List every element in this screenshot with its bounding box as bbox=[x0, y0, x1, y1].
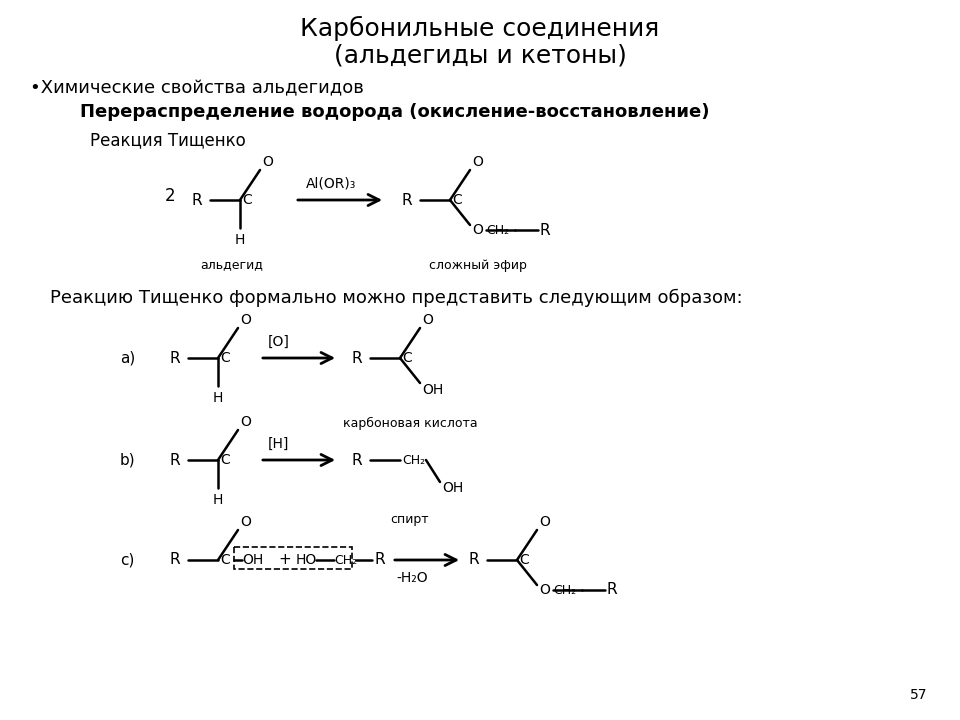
Text: H: H bbox=[213, 493, 223, 507]
Text: H: H bbox=[213, 391, 223, 405]
Text: 2: 2 bbox=[165, 187, 176, 205]
Text: O: O bbox=[472, 223, 483, 237]
Text: R: R bbox=[351, 351, 362, 366]
Text: карбоновая кислота: карбоновая кислота bbox=[343, 416, 477, 430]
Text: CH₂: CH₂ bbox=[553, 583, 576, 596]
Text: Реакцию Тищенко формально можно представить следующим образом:: Реакцию Тищенко формально можно представ… bbox=[50, 289, 743, 307]
Text: R: R bbox=[401, 192, 412, 207]
Text: c): c) bbox=[120, 552, 134, 567]
Text: [O]: [O] bbox=[268, 335, 290, 349]
Text: b): b) bbox=[120, 452, 135, 467]
Text: C: C bbox=[220, 453, 229, 467]
Text: C: C bbox=[220, 351, 229, 365]
Text: Перераспределение водорода (окисление-восстановление): Перераспределение водорода (окисление-во… bbox=[80, 103, 709, 121]
Text: R: R bbox=[170, 552, 180, 567]
Text: C: C bbox=[242, 193, 252, 207]
Text: OH: OH bbox=[422, 383, 444, 397]
Text: [H]: [H] bbox=[268, 437, 289, 451]
Text: O: O bbox=[240, 515, 251, 529]
Text: R: R bbox=[170, 452, 180, 467]
Text: O: O bbox=[240, 415, 251, 429]
Text: CH₂: CH₂ bbox=[402, 454, 425, 467]
Text: O: O bbox=[472, 155, 483, 169]
Text: Al(OR)₃: Al(OR)₃ bbox=[306, 176, 356, 190]
Text: R: R bbox=[607, 582, 617, 598]
Text: O: O bbox=[422, 313, 433, 327]
Text: •Химические свойства альдегидов: •Химические свойства альдегидов bbox=[30, 79, 364, 97]
Text: C: C bbox=[452, 193, 462, 207]
Text: +: + bbox=[278, 552, 291, 567]
Text: O: O bbox=[262, 155, 273, 169]
Bar bbox=[234, 547, 352, 569]
Text: OH: OH bbox=[242, 553, 263, 567]
Text: C: C bbox=[519, 553, 529, 567]
Text: R: R bbox=[374, 552, 385, 567]
Text: HO: HO bbox=[296, 553, 317, 567]
Text: O: O bbox=[539, 583, 550, 597]
Text: (альдегиды и кетоны): (альдегиды и кетоны) bbox=[333, 43, 627, 67]
Text: O: O bbox=[240, 313, 251, 327]
Text: сложный эфир: сложный эфир bbox=[429, 258, 527, 271]
Text: альдегид: альдегид bbox=[201, 258, 263, 271]
Text: Реакция Тищенко: Реакция Тищенко bbox=[90, 131, 246, 149]
Text: CH₂: CH₂ bbox=[486, 223, 509, 236]
Text: R: R bbox=[351, 452, 362, 467]
Text: R: R bbox=[170, 351, 180, 366]
Text: Карбонильные соединения: Карбонильные соединения bbox=[300, 15, 660, 40]
Text: спирт: спирт bbox=[390, 513, 428, 526]
Text: C: C bbox=[402, 351, 412, 365]
Text: OH: OH bbox=[442, 481, 464, 495]
Text: R: R bbox=[540, 222, 551, 238]
Text: O: O bbox=[539, 515, 550, 529]
Text: a): a) bbox=[120, 351, 135, 366]
Text: CH₂: CH₂ bbox=[334, 554, 357, 567]
Text: R: R bbox=[192, 192, 203, 207]
Text: R: R bbox=[468, 552, 479, 567]
Text: 57: 57 bbox=[910, 688, 927, 702]
Text: C: C bbox=[220, 553, 229, 567]
Text: H: H bbox=[235, 233, 245, 247]
Text: -H₂O: -H₂O bbox=[396, 571, 427, 585]
